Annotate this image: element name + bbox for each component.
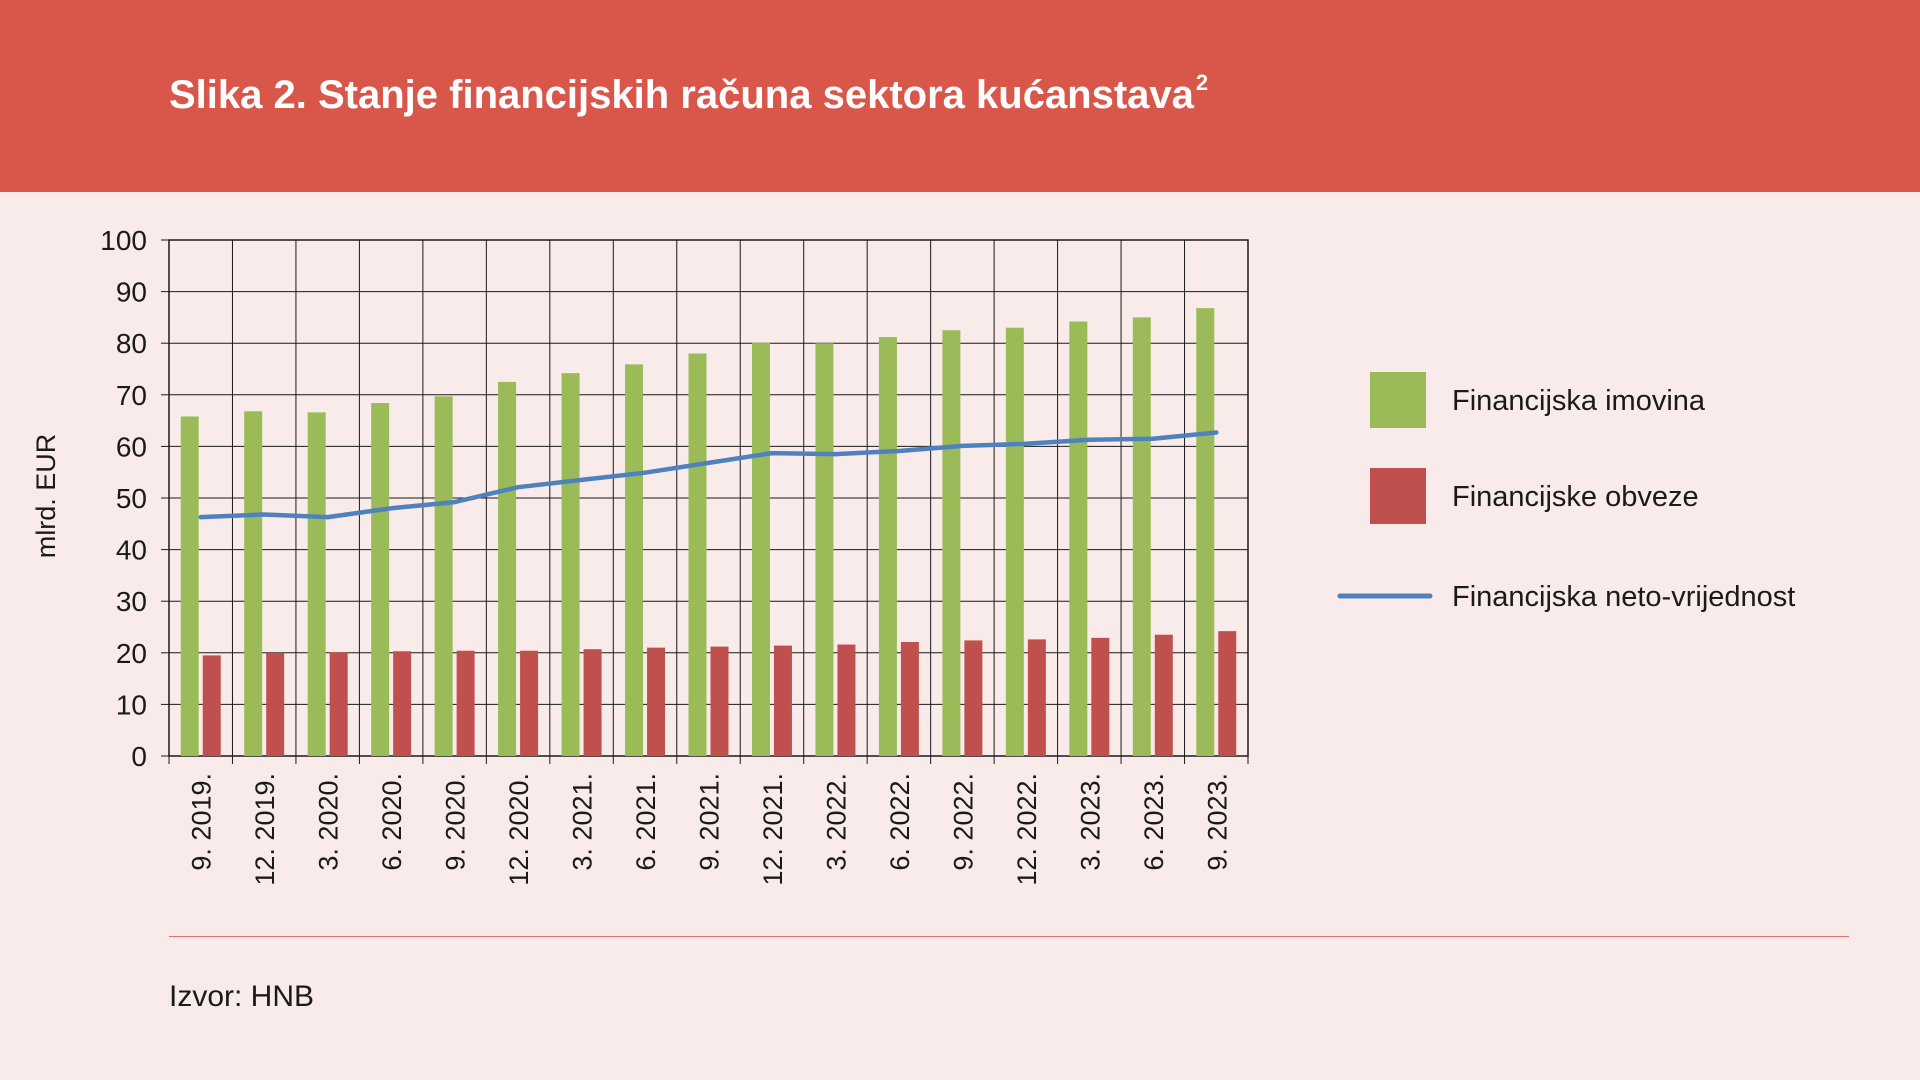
y-tick-label: 30: [116, 586, 147, 617]
x-tick-label: 9. 2021.: [695, 773, 725, 871]
x-tick-label: 12. 2022.: [1012, 773, 1042, 886]
x-axis-ticks: 9. 2019. 12. 2019. 3. 2020. 6. 2020. 9. 2020…: [187, 773, 1233, 886]
bar-financijske-obveze: [583, 649, 602, 756]
x-tick-label: 9. 2022.: [948, 773, 978, 871]
bar-financijska-imovina: [561, 373, 580, 756]
legend-swatch-1: [1370, 468, 1426, 524]
bar-financijska-imovina: [1132, 317, 1151, 756]
divider-rule: [169, 936, 1849, 937]
bar-financijska-imovina: [434, 396, 453, 756]
y-axis-ticks: 0 10 20 30 40 50 60 70 80 90 100: [100, 225, 147, 772]
y-axis-label: mlrd. EUR: [31, 434, 61, 559]
bar-financijske-obveze: [964, 640, 983, 756]
bar-financijska-imovina: [371, 403, 390, 756]
bar-financijska-imovina: [244, 411, 263, 756]
x-tick-label: 6. 2020.: [377, 773, 407, 871]
legend-swatch-0: [1370, 372, 1426, 428]
x-tick-label: 9. 2019.: [187, 773, 217, 871]
bar-financijske-obveze: [266, 652, 285, 756]
bar-financijska-imovina: [878, 337, 897, 756]
y-tick-label: 50: [116, 483, 147, 514]
bar-financijske-obveze: [1154, 634, 1173, 756]
x-tick-label: 12. 2020.: [504, 773, 534, 886]
x-tick-label: 3. 2023.: [1075, 773, 1105, 871]
x-tick-label: 3. 2020.: [314, 773, 344, 871]
bar-financijska-imovina: [625, 364, 644, 756]
bar-financijska-imovina: [180, 416, 199, 756]
bar-financijske-obveze: [900, 641, 919, 756]
x-tick-label: 6. 2022.: [885, 773, 915, 871]
legend-label: Financijska imovina: [1452, 385, 1706, 417]
bar-financijske-obveze: [773, 645, 792, 756]
source-note: Izvor: HNB: [169, 980, 315, 1013]
bar-financijska-imovina: [498, 381, 517, 756]
x-tick-label: 3. 2022.: [821, 773, 851, 871]
x-tick-label: 6. 2021.: [631, 773, 661, 871]
y-tick-label: 90: [116, 277, 147, 308]
bar-financijske-obveze: [202, 655, 221, 756]
bar-financijska-imovina: [1069, 321, 1088, 756]
bar-financijske-obveze: [456, 650, 475, 756]
bars: [180, 308, 1237, 756]
bar-financijske-obveze: [1027, 639, 1046, 756]
bar-financijska-imovina: [307, 412, 326, 756]
legend-label: Financijska neto-vrijednost: [1452, 581, 1795, 613]
net-worth-line-group: [198, 430, 1219, 520]
y-tick-label: 40: [116, 535, 147, 566]
bar-financijske-obveze: [710, 646, 729, 756]
y-tick-label: 20: [116, 638, 147, 669]
x-tick-label: 3. 2021.: [568, 773, 598, 871]
legend-label: Financijske obveze: [1452, 481, 1699, 513]
chart-title-text: Slika 2. Stanje financijskih računa sekt…: [169, 73, 1194, 117]
line-financijska-neto-vrijednost: [198, 430, 1219, 520]
bar-financijske-obveze: [329, 652, 348, 756]
y-tick-label: 80: [116, 328, 147, 359]
bar-financijska-imovina: [751, 342, 770, 756]
bar-financijske-obveze: [393, 651, 412, 756]
bar-financijske-obveze: [837, 644, 856, 756]
bar-financijska-imovina: [1005, 327, 1024, 756]
x-tick-label: 9. 2020.: [441, 773, 471, 871]
bar-financijska-imovina: [688, 353, 707, 756]
bar-financijska-imovina: [942, 330, 961, 756]
x-tick-label: 12. 2019.: [250, 773, 280, 886]
bar-financijska-imovina: [815, 343, 834, 756]
y-tick-label: 60: [116, 431, 147, 462]
x-tick-label: 6. 2023.: [1139, 773, 1169, 871]
bar-financijske-obveze: [647, 647, 666, 756]
bar-financijska-imovina: [1196, 308, 1215, 756]
y-tick-label: 100: [100, 225, 147, 256]
legend: Financijska imovina Financijske obveze Fin…: [1337, 372, 1795, 613]
y-tick-label: 10: [116, 689, 147, 720]
plot-frame: [168, 239, 1249, 757]
x-tick-label: 12. 2021.: [758, 773, 788, 886]
bar-financijske-obveze: [1091, 637, 1110, 756]
bar-financijske-obveze: [520, 650, 539, 756]
bar-financijske-obveze: [1218, 631, 1237, 756]
title-footnote-mark: 2: [1195, 70, 1209, 95]
y-tick-label: 0: [131, 741, 147, 772]
grid: [161, 239, 1249, 764]
y-tick-label: 70: [116, 380, 147, 411]
chart-title: Slika 2. Stanje financijskih računa sekt…: [169, 70, 1208, 118]
x-tick-label: 9. 2023.: [1202, 773, 1232, 871]
header-band: [0, 0, 1920, 192]
